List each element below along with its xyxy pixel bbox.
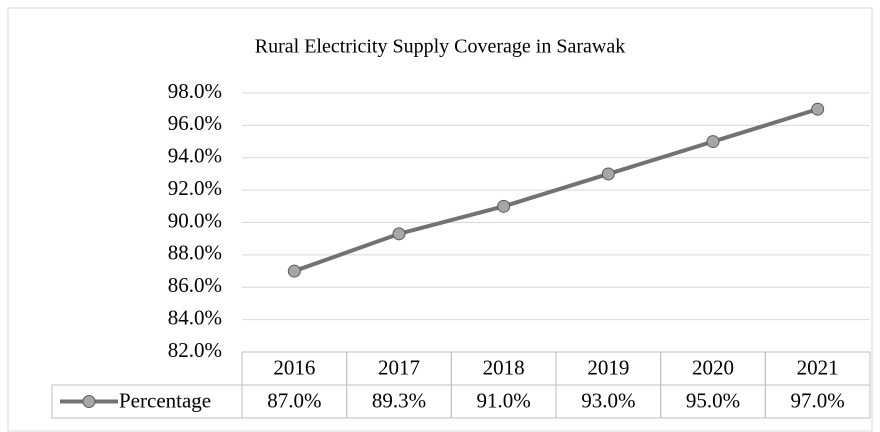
y-tick-label: 84.0%: [168, 305, 222, 329]
data-label: 93.0%: [581, 388, 635, 412]
x-tick-label: 2018: [483, 355, 525, 379]
marker: [811, 102, 825, 116]
chart-title: Rural Electricity Supply Coverage in Sar…: [255, 36, 625, 58]
data-label: 89.3%: [372, 388, 426, 412]
x-tick-label: 2016: [273, 355, 315, 379]
y-tick-label: 90.0%: [168, 208, 222, 232]
marker: [706, 135, 720, 149]
y-tick-label: 92.0%: [168, 176, 222, 200]
chart-border: [7, 7, 873, 432]
table-cell: [764, 384, 871, 419]
x-tick-label: 2020: [692, 355, 734, 379]
legend-label: Percentage: [119, 388, 211, 412]
y-tick-label: 86.0%: [168, 273, 222, 297]
marker: [497, 199, 511, 213]
y-tick-label: 88.0%: [168, 241, 222, 265]
x-tick-label: 2021: [797, 355, 839, 379]
y-tick-label: 96.0%: [168, 111, 222, 135]
y-tick-label: 98.0%: [168, 79, 222, 103]
marker: [601, 167, 615, 181]
legend-marker: [82, 395, 96, 408]
data-label: 97.0%: [791, 388, 845, 412]
data-label: 95.0%: [686, 388, 740, 412]
data-label: 91.0%: [477, 388, 531, 412]
y-tick-label: 94.0%: [168, 144, 222, 168]
marker: [287, 264, 301, 278]
line: [293, 107, 819, 273]
data-label: 87.0%: [267, 388, 321, 412]
x-tick-label: 2019: [587, 355, 629, 379]
x-tick-label: 2017: [378, 355, 420, 379]
y-tick-label: 82.0%: [168, 338, 222, 362]
marker: [392, 227, 406, 241]
